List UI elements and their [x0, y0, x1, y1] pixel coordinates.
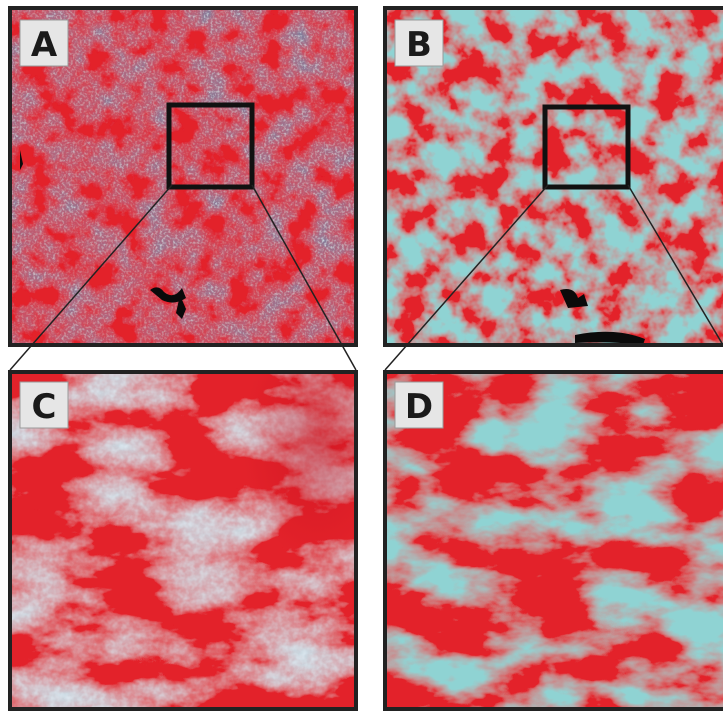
panel-d: D	[383, 370, 723, 711]
panel-b-dark-features	[560, 289, 645, 345]
panel-b: B	[383, 6, 723, 347]
panel-a-label-text: A	[31, 25, 58, 65]
panel-d-label: D	[394, 381, 444, 429]
panel-a-label: A	[19, 19, 69, 67]
panel-b-label-text: B	[406, 25, 432, 65]
zoom-connector-lines	[9, 184, 723, 371]
panel-c: C	[8, 370, 358, 711]
panel-c-label: C	[19, 381, 69, 429]
panel-b-label: B	[394, 19, 444, 67]
panel-b-zoom-box	[542, 104, 631, 190]
panel-c-label-text: C	[32, 387, 57, 427]
panel-d-label-text: D	[405, 387, 433, 427]
panel-a: A	[8, 6, 358, 347]
panel-a-zoom-box	[166, 102, 255, 190]
panel-a-dark-features	[20, 150, 186, 319]
